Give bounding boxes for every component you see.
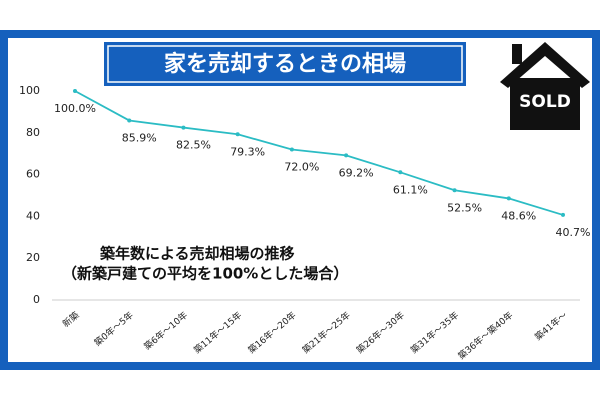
point [127,118,132,123]
y-tick-label: 0 [33,293,40,306]
value-label: 72.0% [284,161,319,174]
title-box [104,42,466,86]
title-border [107,45,463,83]
value-label: 85.9% [122,131,157,144]
point [452,188,457,193]
annotation: （新築戸建ての平均を100%とした場合） [62,265,348,283]
value-label: 100.0% [54,102,96,115]
value-label: 52.5% [447,201,482,214]
y-tick-label: 40 [26,209,40,222]
value-label: 79.3% [230,145,265,158]
value-label: 69.2% [339,166,374,179]
y-tick-label: 100 [19,84,40,97]
point [398,170,403,175]
value-label: 61.1% [393,183,428,196]
point [506,196,511,201]
point [73,89,77,93]
sold-icon: SOLD [500,42,590,130]
point [235,132,240,137]
point [561,212,565,217]
point [344,153,349,158]
y-tick-label: 60 [26,168,40,181]
y-tick-label: 80 [26,126,40,139]
point [181,125,186,130]
value-label: 40.7% [556,226,591,239]
line [74,90,564,216]
annotation: 築年数による売却相場の推移 [99,245,295,263]
value-label: 48.6% [501,209,536,222]
point [289,147,294,152]
chart-title: 家を売却するときの相場 [164,51,406,77]
value-label: 82.5% [176,139,211,152]
badge-text: SOLD [519,92,571,112]
panel [8,38,592,362]
y-tick-label: 20 [26,251,40,264]
